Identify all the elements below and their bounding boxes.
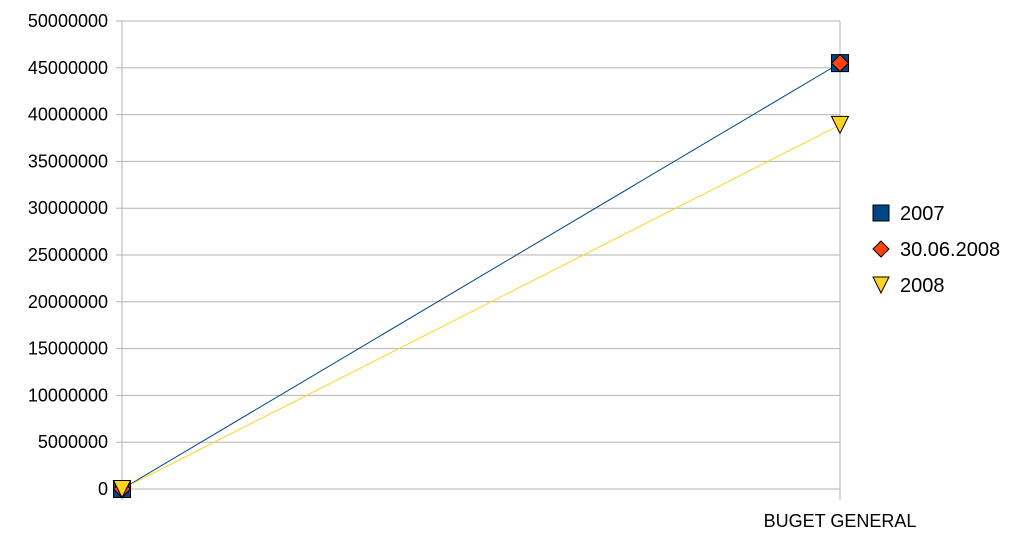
- y-tick-label: 25000000: [28, 245, 108, 265]
- data-point: [112, 480, 132, 499]
- legend-label: 30.06.2008: [900, 239, 1000, 261]
- legend-swatch: [872, 204, 890, 222]
- y-tick-label: 45000000: [28, 58, 108, 78]
- gridlines: [122, 20, 840, 490]
- legend-swatch: [872, 240, 890, 258]
- y-tick-label: 20000000: [28, 292, 108, 312]
- y-tick-label: 35000000: [28, 151, 108, 171]
- y-tick-label: 10000000: [28, 385, 108, 405]
- legend-label: 2008: [900, 275, 945, 297]
- y-tick-label: 50000000: [28, 11, 108, 31]
- y-tick-label: 40000000: [28, 105, 108, 125]
- y-tick-label: 5000000: [38, 432, 108, 452]
- y-tick-label: 0: [98, 479, 108, 499]
- y-tick-label: 15000000: [28, 339, 108, 359]
- series-lines: [121, 62, 841, 490]
- data-point: [830, 53, 850, 73]
- legend-label: 2007: [900, 203, 945, 225]
- data-point: [830, 115, 850, 135]
- series-line: [121, 62, 841, 490]
- tick-labels: 0 5000000 10000000 15000000 20000000 25000000…: [28, 11, 917, 531]
- series-line: [121, 124, 841, 490]
- series-markers: [112, 53, 850, 499]
- legend-swatch: [872, 276, 890, 295]
- y-tick-label: 30000000: [28, 198, 108, 218]
- x-tick-label: BUGET GENERAL: [764, 511, 917, 530]
- legend: 2007 30.06.2008 2008: [872, 203, 1000, 297]
